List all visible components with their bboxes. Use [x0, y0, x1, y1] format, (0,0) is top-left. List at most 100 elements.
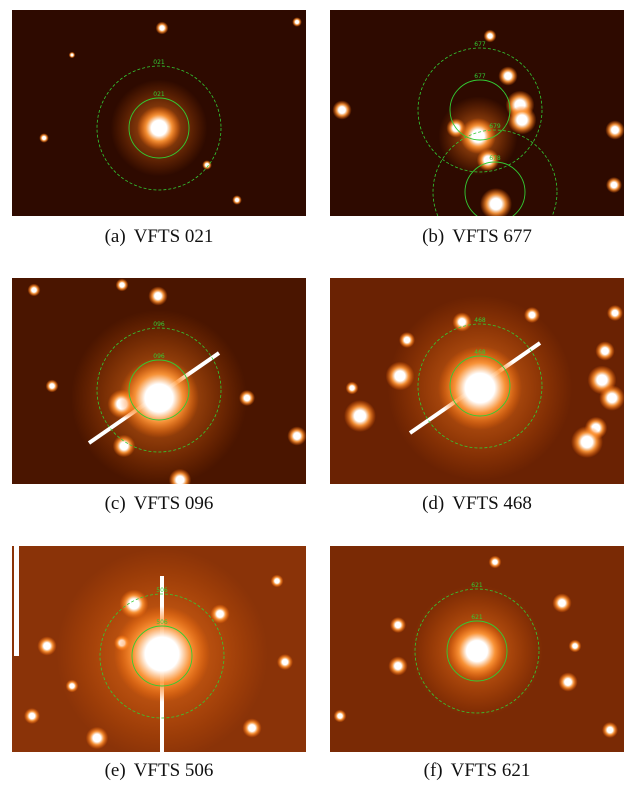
ring-label: 677 — [474, 41, 486, 48]
star — [168, 468, 192, 484]
caption: (d) VFTS 468 — [330, 493, 624, 515]
outer-ring — [96, 65, 222, 191]
outer-ring — [414, 588, 540, 714]
star — [155, 21, 169, 35]
caption-tag: (a) — [104, 226, 126, 247]
inner-ring — [128, 97, 190, 159]
caption-tag: (f) — [423, 760, 443, 781]
target-star — [137, 106, 181, 150]
star — [558, 672, 578, 692]
caption-tag: (d) — [422, 493, 445, 514]
star — [524, 307, 540, 323]
caption-tag: (c) — [104, 493, 126, 514]
star — [345, 381, 359, 395]
image-panel: 506 506 — [12, 546, 306, 752]
image-panel: 021 021 — [12, 10, 306, 216]
inner-ring — [128, 359, 190, 421]
caption-name: VFTS 096 — [133, 493, 214, 514]
star — [568, 639, 582, 653]
star — [388, 656, 408, 676]
spike — [14, 546, 19, 656]
star — [399, 332, 415, 348]
star — [287, 426, 306, 446]
star — [24, 708, 40, 724]
ring-label: 096 — [153, 353, 165, 360]
caption: (c) VFTS 096 — [12, 493, 306, 515]
star — [68, 51, 76, 59]
image-panel: 677 677 679 678 — [330, 10, 624, 216]
star — [65, 679, 79, 693]
target-star — [119, 358, 199, 438]
outer-ring — [432, 129, 558, 216]
star — [571, 426, 603, 458]
ring-label: 506 — [156, 587, 168, 594]
star — [148, 286, 168, 306]
star — [115, 278, 129, 292]
outer-ring — [99, 593, 225, 719]
ring-label: 679 — [489, 123, 501, 130]
star — [452, 312, 472, 332]
outer-ring — [96, 327, 222, 453]
caption-tag: (b) — [422, 226, 445, 247]
star — [480, 188, 512, 216]
star — [239, 390, 255, 406]
star — [488, 555, 502, 569]
star — [333, 709, 347, 723]
ring-label: 096 — [153, 321, 165, 328]
inner-ring — [131, 625, 193, 687]
image-panel: 468 468 — [330, 278, 624, 484]
ring-label: 677 — [474, 73, 486, 80]
caption-name: VFTS 677 — [452, 226, 532, 247]
star — [85, 726, 109, 750]
image-panel: 621 621 — [330, 546, 624, 752]
inner-ring — [446, 620, 508, 682]
image-panel: 096 096 — [12, 278, 306, 484]
target-star — [460, 118, 496, 154]
star — [385, 361, 415, 391]
star — [270, 574, 284, 588]
star — [277, 654, 293, 670]
star — [202, 160, 212, 170]
star — [292, 17, 302, 27]
star — [210, 604, 230, 624]
target-star — [438, 346, 522, 430]
target-star — [447, 621, 507, 681]
caption-name: VFTS 621 — [450, 760, 531, 781]
caption-name: VFTS 468 — [452, 493, 532, 514]
ring-label: 468 — [474, 349, 486, 356]
ring-label: 021 — [153, 91, 165, 98]
ring-label: 678 — [489, 155, 501, 162]
inner-ring — [464, 161, 526, 216]
ring-label: 621 — [471, 582, 483, 589]
outer-ring — [417, 47, 543, 173]
caption-tag: (e) — [104, 760, 126, 781]
caption: (a) VFTS 021 — [12, 226, 306, 248]
caption: (e) VFTS 506 — [12, 760, 306, 782]
target-star — [114, 606, 210, 702]
caption-name: VFTS 021 — [133, 226, 214, 247]
star — [232, 195, 242, 205]
star — [332, 100, 352, 120]
star — [27, 283, 41, 297]
ring-label: 506 — [156, 619, 168, 626]
star — [607, 305, 623, 321]
star — [242, 718, 262, 738]
caption: (f) VFTS 621 — [330, 760, 624, 782]
star — [606, 177, 622, 193]
star — [344, 400, 376, 432]
star — [602, 722, 618, 738]
ring-label: 468 — [474, 317, 486, 324]
star — [39, 133, 49, 143]
star — [552, 593, 572, 613]
star — [595, 341, 615, 361]
star — [498, 66, 518, 86]
star — [37, 636, 57, 656]
star — [112, 434, 136, 458]
inner-ring — [449, 79, 511, 141]
ring-label: 621 — [471, 614, 483, 621]
outer-ring — [417, 323, 543, 449]
star — [390, 617, 406, 633]
star — [483, 29, 497, 43]
star — [605, 120, 624, 140]
